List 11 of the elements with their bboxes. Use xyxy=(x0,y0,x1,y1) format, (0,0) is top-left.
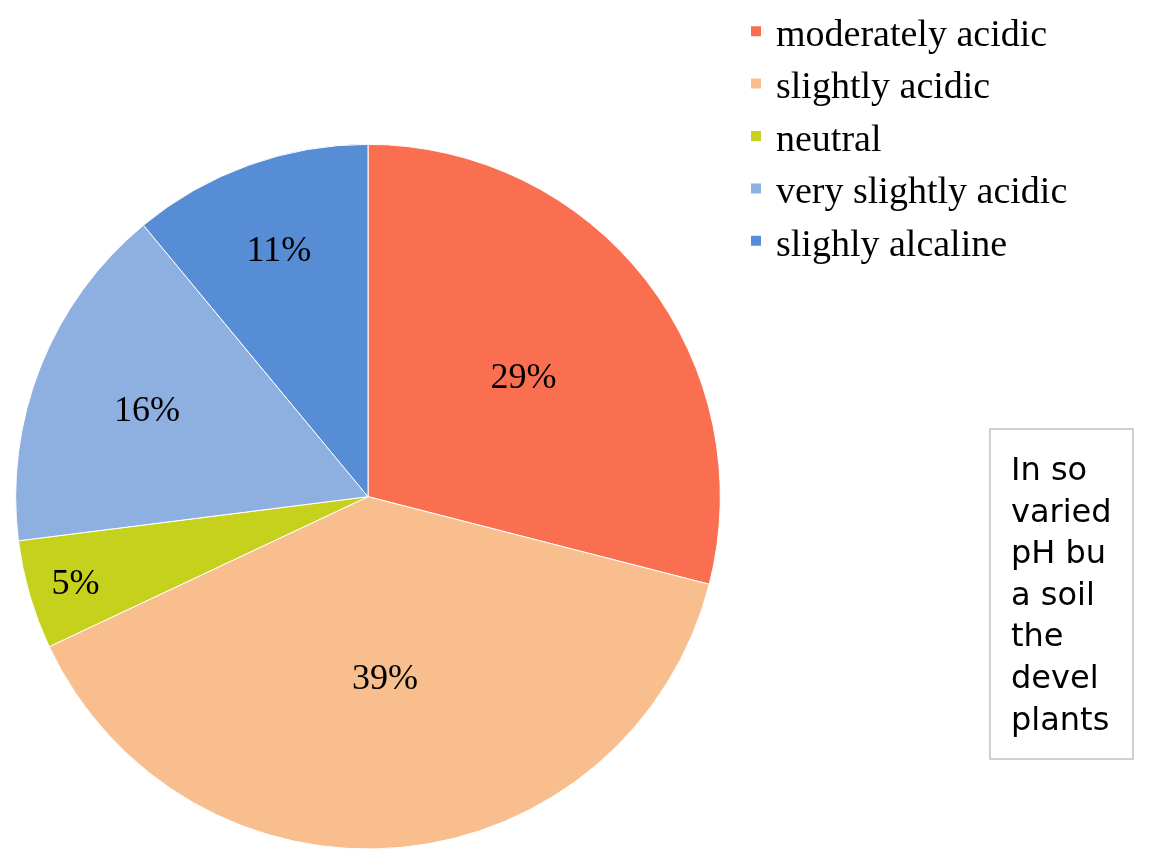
data-label: 39% xyxy=(352,657,419,698)
data-label: 5% xyxy=(51,561,100,602)
data-label: 29% xyxy=(490,356,557,397)
data-label: 16% xyxy=(113,389,180,430)
legend-label: slighly alcaline xyxy=(776,221,1008,264)
legend-label: very slightly acidic xyxy=(776,169,1068,212)
legend-label: moderately acidic xyxy=(776,12,1048,55)
text: In so varied pH bu a soil the devel plants xyxy=(1011,450,1112,738)
data-label: 11% xyxy=(246,229,312,270)
legend-label: slightly acidic xyxy=(776,64,991,107)
legend-label: neutral xyxy=(776,116,882,159)
